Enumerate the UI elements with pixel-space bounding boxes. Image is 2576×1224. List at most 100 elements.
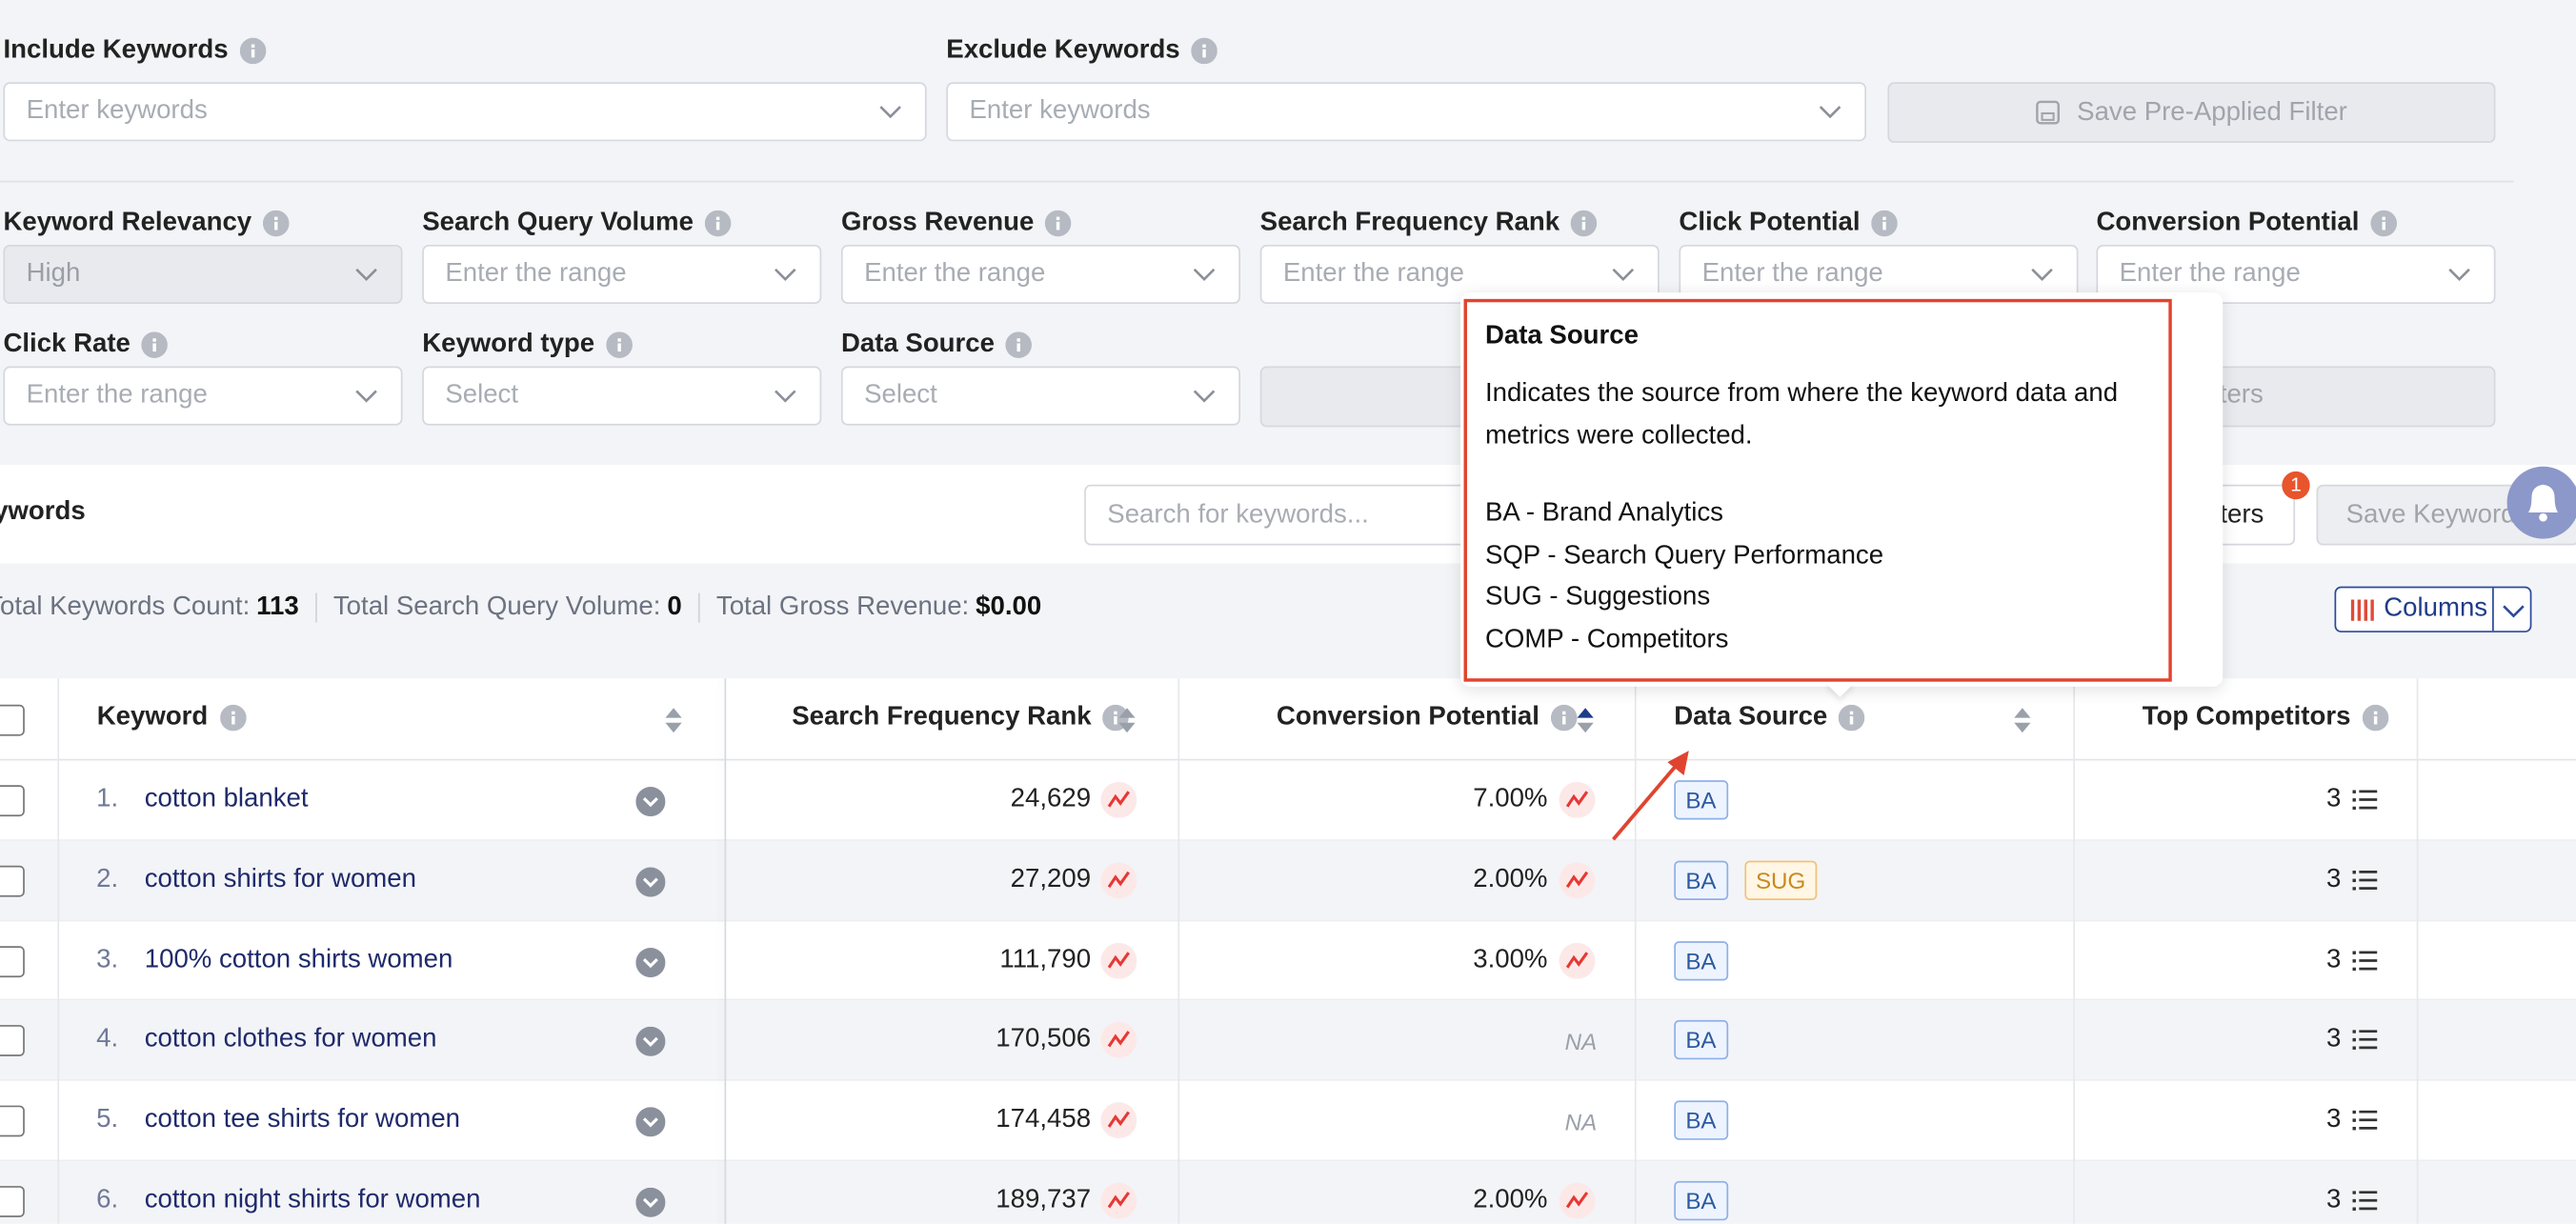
top-competitors: 3 [2326, 785, 2342, 813]
filter-input[interactable]: Enter the range [422, 244, 822, 305]
data-source-tags: BA [1674, 940, 1728, 980]
expand-icon-svg [635, 787, 666, 817]
data-source-tags: BA [1674, 1020, 1728, 1060]
filter-input[interactable]: Enter the range [840, 244, 1240, 305]
keyword-link[interactable]: cotton clothes for women [144, 1025, 437, 1054]
column-header[interactable]: Data Source [1674, 703, 1865, 732]
save-filter-button[interactable]: Save Pre-Applied Filter [1887, 82, 2496, 144]
filter-label-text: Data Source [840, 330, 995, 358]
column-header-text: Data Source [1674, 703, 1828, 732]
column-separator [2416, 678, 2419, 1224]
conversion-potential: 7.00% [1473, 785, 1548, 813]
trend-icon [1100, 1182, 1137, 1219]
columns-icon [2350, 599, 2374, 621]
keyword-link[interactable]: cotton tee shirts for women [144, 1105, 461, 1134]
row-index: 6. [96, 1186, 119, 1214]
search-frequency-rank: 189,737 [996, 1186, 1092, 1214]
summary-value: $0.00 [976, 592, 1042, 621]
save-filter-text: Save Pre-Applied Filter [2077, 97, 2347, 126]
search-input[interactable]: Search for keywords... [1084, 484, 1512, 546]
filter-input[interactable]: Enter keywords [3, 82, 927, 142]
checkbox[interactable] [0, 945, 25, 977]
list-icon-svg [2352, 790, 2378, 811]
keyword-link[interactable]: 100% cotton shirts women [144, 945, 453, 973]
column-header[interactable]: Conversion Potential [1277, 703, 1578, 732]
table-row: 5. cotton tee shirts for women 174,458 NA BA… [0, 1081, 2576, 1162]
sort-icon-svg [1577, 708, 1594, 733]
notification-bell [2506, 465, 2576, 540]
filter-label-text: Search Frequency Rank [1259, 209, 1560, 237]
list-icon-svg [2352, 1111, 2378, 1131]
filter-input[interactable]: Select [840, 366, 1240, 426]
checkbox[interactable] [0, 1025, 25, 1057]
summary-bar: Total Keywords Count: 113 Total Search Que… [0, 592, 1057, 623]
filter-input[interactable]: Select [422, 366, 822, 426]
info-icon [1550, 704, 1578, 732]
expand-icon [635, 1107, 666, 1137]
data-source-tags: BA [1674, 1100, 1728, 1141]
trend-icon-svg [1559, 942, 1596, 979]
table: Keyword Search Frequency Rank Conversion P… [0, 678, 2576, 1224]
trend-icon-svg [1100, 942, 1137, 979]
sort-icon-svg [2014, 708, 2031, 733]
trend-icon [1559, 1182, 1596, 1219]
filter-input[interactable]: Enter keywords [946, 82, 1867, 142]
filter-input[interactable]: High [3, 244, 403, 305]
expand-icon [635, 1027, 666, 1057]
info-icon [239, 37, 267, 65]
filter-placeholder: Enter the range [26, 381, 208, 410]
data-source-tags: BA [1674, 780, 1728, 820]
columns-button[interactable]: Columns [2334, 586, 2532, 632]
trend-icon [1559, 942, 1596, 979]
column-separator [1177, 678, 1180, 1224]
table-row: 1. cotton blanket 24,629 7.00% BA 3 [0, 760, 2576, 841]
trend-icon [1100, 862, 1137, 898]
checkbox[interactable] [0, 1186, 25, 1217]
conversion-potential: NA [1564, 1029, 1598, 1055]
tooltip-item: BA - Brand Analytics [1484, 499, 1723, 528]
data-source-tag: BA [1674, 860, 1728, 900]
conversion-potential: 2.00% [1473, 865, 1548, 893]
button-text: ters [2219, 381, 2264, 410]
checkbox[interactable] [0, 704, 25, 736]
columns-text: Columns [2384, 594, 2488, 623]
top-competitors: 3 [2326, 1186, 2342, 1214]
info-icon-svg [1571, 210, 1598, 237]
keyword-link[interactable]: cotton shirts for women [144, 865, 416, 893]
data-source-tag: BA [1674, 940, 1728, 980]
chevron-icon [2447, 268, 2470, 283]
keyword-link[interactable]: cotton blanket [144, 785, 309, 813]
column-header[interactable]: Search Frequency Rank [792, 703, 1130, 732]
chevron-icon-svg [1612, 268, 1635, 281]
keyword-link[interactable]: cotton night shirts for women [144, 1186, 481, 1214]
filter-placeholder: Enter the range [864, 259, 1046, 288]
info-icon [1045, 210, 1073, 237]
info-icon-svg [219, 704, 246, 732]
checkbox[interactable] [0, 1105, 25, 1137]
top-competitors: 3 [2326, 1025, 2342, 1054]
filter-placeholder: Enter keywords [26, 96, 208, 126]
chevron-icon-svg [1819, 106, 1841, 119]
info-icon [1191, 37, 1218, 65]
expand-icon [635, 947, 666, 977]
expand-icon-svg [635, 867, 666, 897]
chevron-icon [774, 390, 796, 405]
checkbox[interactable] [0, 785, 25, 817]
list-icon [2352, 1191, 2378, 1211]
save-icon-svg [2036, 100, 2061, 125]
filter-input[interactable]: Enter the range [1259, 244, 1660, 305]
filter-label: Data Source [841, 329, 1033, 361]
info-icon-svg [1550, 704, 1578, 732]
column-header[interactable]: Keyword [97, 703, 246, 732]
filter-label-text: Exclude Keywords [946, 35, 1180, 65]
summary-item: Total Keywords Count: 113 [0, 593, 315, 623]
filter-input[interactable]: Enter the range [3, 366, 403, 426]
save-icon [2036, 100, 2061, 125]
chevron-icon-svg [1193, 390, 1216, 403]
list-icon-svg [2352, 870, 2378, 891]
column-header-text: Conversion Potential [1276, 703, 1540, 732]
checkbox[interactable] [0, 865, 25, 897]
info-icon [219, 704, 246, 732]
